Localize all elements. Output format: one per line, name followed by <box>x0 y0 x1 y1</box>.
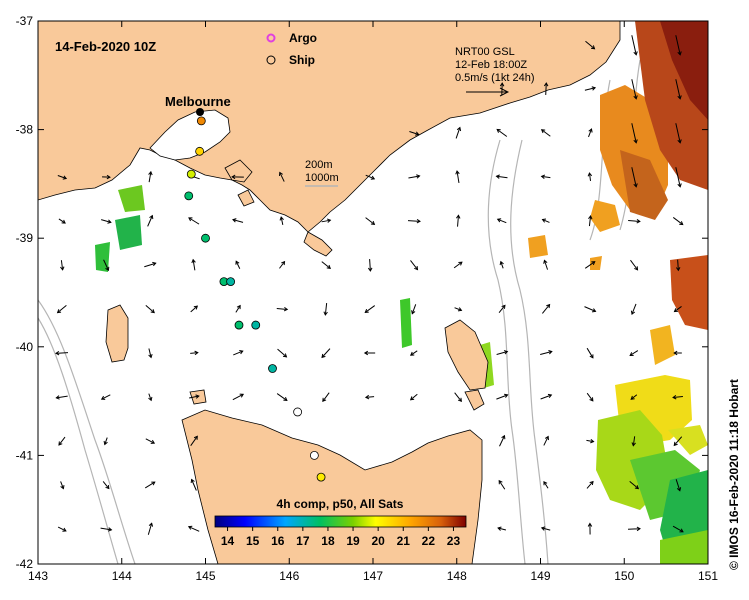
x-tick-label: 148 <box>447 569 467 583</box>
colorbar-tick-label: 14 <box>221 534 235 548</box>
depth-key-1000m: 1000m <box>305 172 339 184</box>
colorbar-tick-label: 19 <box>346 534 360 548</box>
ship-marker <box>186 169 196 179</box>
x-tick-label: 150 <box>614 569 634 583</box>
colorbar-tick-label: 23 <box>447 534 461 548</box>
port-phillip-bay <box>149 109 231 161</box>
y-tick-label: -42 <box>16 557 34 571</box>
ship-legend-label: Ship <box>289 53 315 67</box>
x-tick-label: 143 <box>28 569 48 583</box>
colorbar-title: 4h comp, p50, All Sats <box>277 497 404 511</box>
ship-markers <box>184 116 326 482</box>
depth-contour-key: 200m 1000m <box>305 159 339 187</box>
x-tick-label: 151 <box>698 569 718 583</box>
ship-marker <box>226 277 236 287</box>
argo-legend-label: Argo <box>289 31 317 45</box>
x-tick-label: 144 <box>112 569 132 583</box>
flinders-island <box>444 319 489 391</box>
ship-marker <box>201 233 210 243</box>
colorbar-tick-label: 15 <box>246 534 260 548</box>
current-key-line2: 12-Feb 18:00Z <box>455 59 527 71</box>
cape-barren-island <box>464 389 485 411</box>
y-tick-label: -39 <box>16 231 34 245</box>
colorbar-gradient <box>214 515 467 528</box>
ship-marker <box>268 364 277 373</box>
x-tick-label: 146 <box>279 569 299 583</box>
ship-marker <box>309 450 319 460</box>
ship-marker <box>184 191 194 201</box>
ship-marker <box>195 146 205 156</box>
current-scale-key: NRT00 GSL 12-Feb 18:00Z 0.5m/s (1kt 24h) <box>455 46 534 97</box>
colorbar-tick-label: 22 <box>422 534 436 548</box>
colorbar-tick-label: 20 <box>371 534 385 548</box>
ship-marker <box>251 320 261 330</box>
y-axis: -37 -38 -39 -40 -41 -42 <box>16 14 708 571</box>
king-island <box>105 304 129 363</box>
y-tick-label: -41 <box>16 448 34 462</box>
current-key-line3: 0.5m/s (1kt 24h) <box>455 72 534 84</box>
mainland-victoria <box>38 21 621 233</box>
y-tick-label: -38 <box>16 123 34 137</box>
ship-marker <box>234 320 244 330</box>
date-label: 14-Feb-2020 10Z <box>55 39 156 54</box>
colorbar-tick-label: 17 <box>296 534 310 548</box>
x-tick-label: 145 <box>195 569 215 583</box>
argo-legend-icon <box>266 33 276 43</box>
credit-label: © IMOS 16-Feb-2020 11:18 Hobart <box>727 379 741 570</box>
y-tick-label: -37 <box>16 14 34 28</box>
place-label-melbourne: Melbourne <box>165 94 231 109</box>
current-key-line1: NRT00 GSL <box>455 46 515 58</box>
y-tick-label: -40 <box>16 340 34 354</box>
sst-colorbar: 4h comp, p50, All Sats 14 15 16 17 18 19 20 21 2… <box>214 497 467 548</box>
wilsons-promontory <box>303 231 333 257</box>
depth-key-200m: 200m <box>305 159 333 171</box>
colorbar-tick-label: 18 <box>321 534 335 548</box>
ship-marker <box>196 116 206 126</box>
x-tick-label: 149 <box>530 569 550 583</box>
ship-marker <box>316 472 326 482</box>
x-tick-label: 147 <box>363 569 383 583</box>
ship-legend-icon <box>266 55 276 65</box>
colorbar-tick-label: 16 <box>271 534 285 548</box>
colorbar-tick-label: 21 <box>397 534 411 548</box>
current-key-arrowhead <box>499 87 510 97</box>
marker-legend: Argo Ship <box>266 31 317 67</box>
x-axis: 143 144 145 146 147 148 149 150 151 <box>28 21 718 583</box>
melbourne-marker <box>196 108 204 116</box>
ship-marker <box>293 407 303 417</box>
